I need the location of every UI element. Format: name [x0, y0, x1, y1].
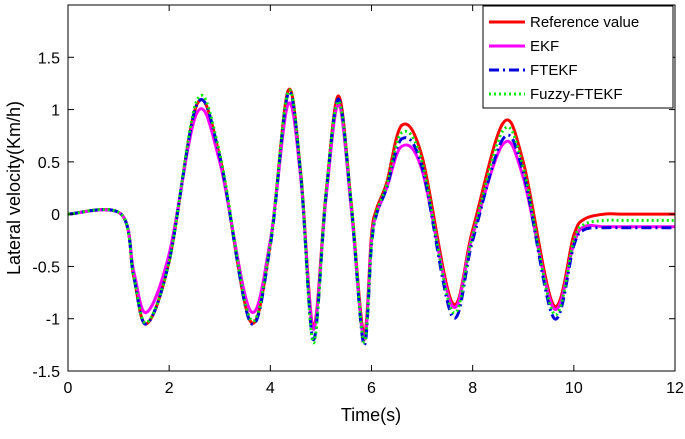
y-tick-label: 0 [51, 207, 60, 224]
x-tick-label: 4 [266, 380, 275, 397]
x-tick-label: 2 [165, 380, 174, 397]
y-tick-label: -1.5 [32, 364, 60, 381]
series-line-4 [67, 88, 675, 345]
ticks-layer: 0 2 4 6 8 10 12 -1.5 -1 -0.5 0 0.5 1 1.5 [32, 5, 684, 397]
legend-label: Reference value [530, 14, 639, 31]
y-tick-label: -1 [46, 312, 60, 329]
series-layer [67, 87, 675, 347]
y-tick-label: -0.5 [32, 259, 60, 276]
y-tick-label: 1.5 [38, 50, 60, 67]
legend-items: Reference value EKF FTEKF Fuzzy-FTEKF [489, 14, 639, 103]
x-tick-label: 8 [468, 380, 477, 397]
y-tick-label: 0.5 [38, 155, 60, 172]
y-tick-label: 1 [51, 103, 60, 120]
legend-label: EKF [530, 38, 559, 55]
legend-label: Fuzzy-FTEKF [530, 86, 623, 103]
x-tick-label: 12 [666, 380, 684, 397]
x-tick-label: 10 [565, 380, 583, 397]
x-axis-label: Time(s) [341, 405, 401, 425]
x-tick-label: 0 [64, 380, 73, 397]
x-tick-label: 6 [367, 380, 376, 397]
legend: Reference value EKF FTEKF Fuzzy-FTEKF [482, 5, 674, 109]
legend-label: FTEKF [530, 62, 578, 79]
y-axis-label: Lateral velocity(Km/h) [4, 101, 24, 275]
